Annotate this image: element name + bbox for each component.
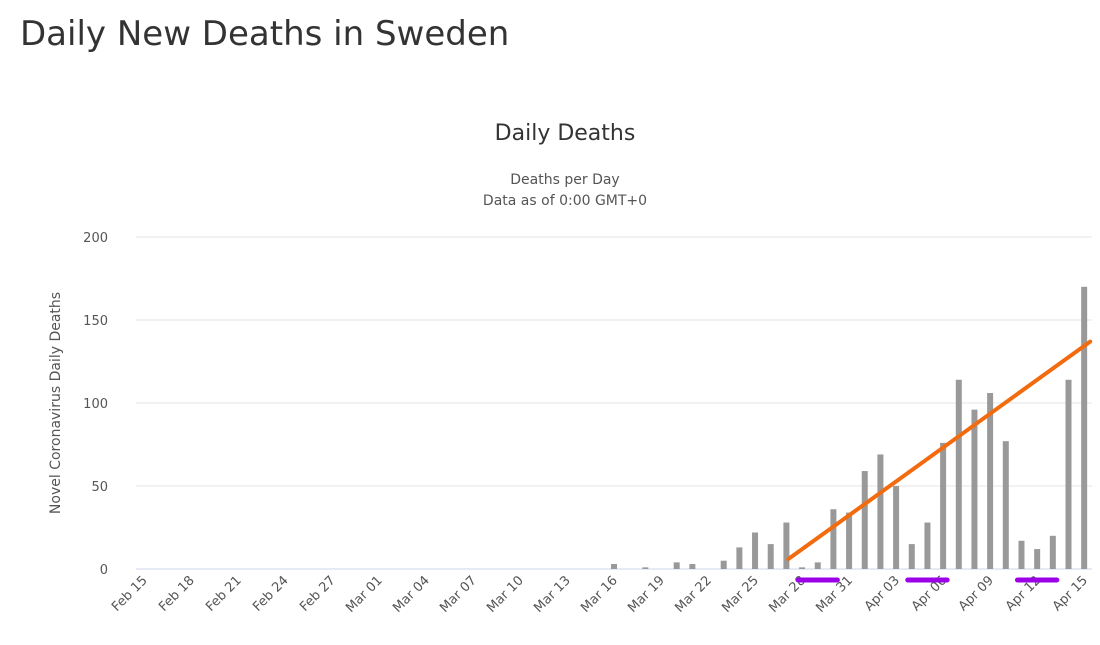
bar: [1002, 441, 1009, 569]
bar: [673, 562, 680, 569]
bar: [893, 486, 900, 569]
x-tick-label: Mar 10: [484, 573, 527, 616]
bar: [861, 471, 868, 569]
y-tick-label: 0: [100, 563, 108, 578]
x-tick-label: Feb 18: [156, 573, 198, 615]
bar: [642, 567, 649, 569]
bar: [955, 379, 962, 569]
x-tick-label: Feb 24: [250, 573, 292, 615]
bar: [720, 560, 727, 569]
page-title: Daily New Deaths in Sweden: [20, 14, 510, 54]
x-tick-label: Apr 03: [862, 573, 903, 614]
bar: [736, 547, 743, 569]
bar: [830, 509, 837, 569]
bar: [767, 544, 774, 569]
bar: [940, 442, 947, 569]
bar: [1081, 286, 1088, 569]
y-tick-label: 150: [83, 314, 108, 329]
bar: [971, 409, 978, 569]
x-tick-label: Feb 27: [297, 573, 339, 615]
x-tick-label: Mar 13: [531, 573, 574, 616]
bar: [1034, 549, 1041, 569]
chart-title: Daily Deaths: [495, 121, 636, 146]
trend-line: [786, 339, 1093, 562]
bar: [1049, 535, 1056, 569]
x-tick-label: Apr 09: [956, 573, 997, 614]
chart-subtitle-line-1: Deaths per Day: [510, 172, 619, 188]
x-tick-label: Feb 15: [109, 573, 151, 615]
y-axis-label: Novel Coronavirus Daily Deaths: [48, 292, 64, 514]
bar: [752, 532, 759, 569]
y-tick-label: 50: [91, 480, 108, 495]
bar: [908, 544, 915, 569]
x-tick-label: Mar 04: [390, 573, 433, 616]
y-tick-label: 200: [83, 231, 108, 246]
bar: [924, 522, 931, 569]
bar: [689, 564, 696, 569]
y-tick-label: 100: [83, 397, 108, 412]
chart-subtitle-line-2: Data as of 0:00 GMT+0: [483, 193, 647, 209]
bar: [814, 562, 821, 569]
x-tick-label: Feb 21: [203, 573, 245, 615]
bar: [987, 393, 994, 569]
x-tick-label: Mar 16: [578, 573, 621, 616]
x-tick-label: Mar 01: [343, 573, 386, 616]
bar: [1065, 379, 1072, 569]
x-tick-label: Mar 07: [437, 573, 480, 616]
bar: [846, 512, 853, 569]
x-tick-label: Mar 22: [672, 573, 715, 616]
bar: [877, 454, 884, 569]
bar: [799, 567, 806, 569]
x-tick-label: Mar 25: [719, 573, 762, 616]
x-tick-label: Mar 19: [625, 573, 668, 616]
bar: [611, 564, 617, 569]
bar: [1018, 540, 1025, 569]
bar: [783, 522, 790, 569]
